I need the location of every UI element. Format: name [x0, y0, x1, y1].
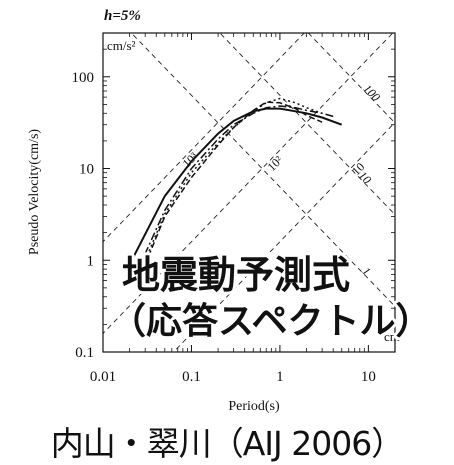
disp-line — [307, 33, 395, 124]
accel-unit-label: cm/s² — [107, 38, 136, 53]
y-tick-label: 100 — [72, 70, 95, 86]
ticks-group: 0.01 0.1 1 10 0.1 1 10 100 — [72, 32, 396, 385]
accel-line-label: 10² — [265, 153, 286, 174]
disp-line — [130, 33, 395, 308]
disp-line-label: 100 — [360, 82, 383, 105]
x-axis-label: Period(s) — [228, 399, 280, 414]
overlay-line1: 地震動予測式 — [122, 253, 350, 297]
plot-frame — [102, 32, 396, 353]
y-axis-label: Pseudo Velocity(cm/s) — [27, 129, 42, 255]
series-group — [128, 97, 343, 270]
disp-line-label: 1 — [360, 264, 374, 278]
disp-line — [219, 33, 395, 216]
series-line — [128, 107, 343, 265]
y-tick-label: 10 — [79, 162, 94, 178]
series-line — [144, 97, 323, 261]
series-line — [137, 105, 334, 270]
y-tick-label: 1 — [87, 253, 95, 269]
caption: 内山・翠川（AIJ 2006） — [50, 424, 405, 463]
accel-line — [103, 33, 394, 335]
overlay-title: 地震動予測式 （応答スペクトル） — [107, 250, 434, 345]
damping-label: h=5% — [104, 8, 141, 24]
tripartite-grid — [103, 33, 395, 352]
overlay-line2: （応答スペクトル） — [110, 301, 431, 342]
series-line — [144, 101, 323, 265]
x-tick-label: 1 — [276, 369, 284, 385]
x-tick-label: 0.1 — [182, 369, 201, 385]
accel-line — [103, 33, 305, 243]
x-tick-label: 0.01 — [90, 369, 116, 385]
accel-line — [172, 121, 395, 352]
accel-line-label: 10³ — [180, 149, 201, 170]
disp-unit-label: cm — [384, 329, 400, 344]
y-tick-label: 0.1 — [75, 345, 94, 361]
x-tick-label: 10 — [361, 369, 376, 385]
